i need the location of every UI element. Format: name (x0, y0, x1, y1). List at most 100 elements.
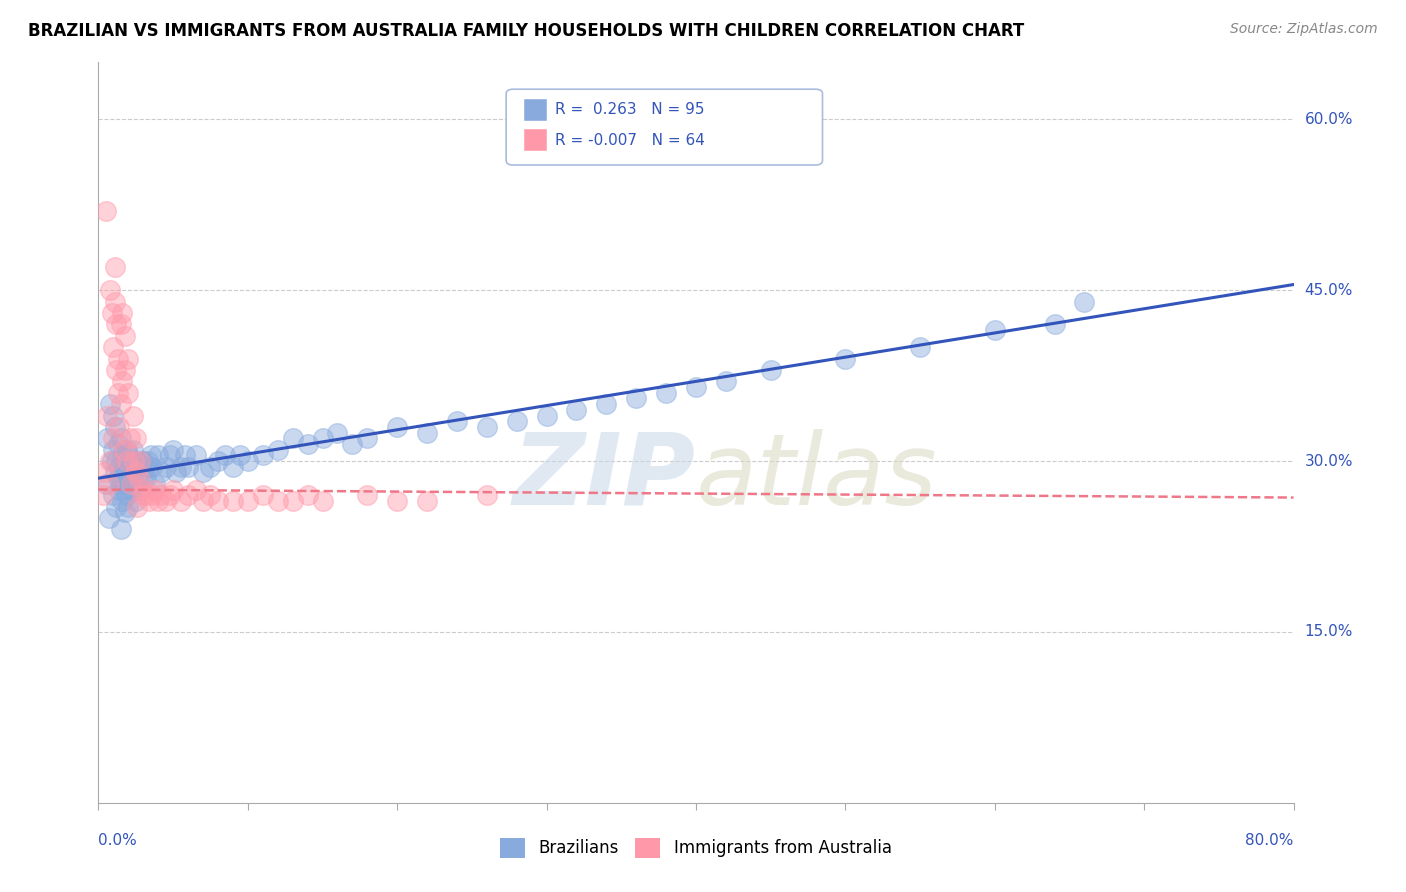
Text: R = -0.007   N = 64: R = -0.007 N = 64 (555, 133, 706, 147)
Point (342, 437, 364, 451)
Point (139, 449, 162, 463)
Point (141, 459, 163, 474)
Point (356, 488, 378, 502)
Point (110, 476, 132, 491)
Point (115, 442, 138, 457)
Point (174, 449, 197, 463)
Point (114, 459, 136, 474)
Point (121, 409, 143, 423)
Point (120, 476, 142, 491)
Text: 0.0%: 0.0% (98, 833, 138, 848)
Point (267, 494, 290, 508)
Point (177, 459, 200, 474)
Point (1073, 294, 1095, 309)
Point (110, 397, 132, 411)
Point (110, 431, 132, 445)
Point (326, 425, 349, 440)
Point (124, 483, 146, 497)
Point (169, 459, 191, 474)
Point (98, 283, 122, 297)
Point (121, 471, 143, 485)
Point (103, 340, 125, 354)
Point (103, 488, 125, 502)
Point (104, 420, 127, 434)
Point (131, 454, 153, 468)
Point (124, 454, 146, 468)
Point (222, 459, 245, 474)
Point (759, 363, 782, 377)
Point (107, 471, 129, 485)
Point (162, 483, 184, 497)
Point (191, 494, 214, 508)
Point (281, 431, 304, 445)
Point (200, 488, 222, 502)
Point (162, 442, 184, 457)
Point (138, 459, 160, 474)
Point (536, 409, 558, 423)
Point (134, 459, 156, 474)
Point (281, 494, 304, 508)
Point (159, 488, 181, 502)
Point (834, 351, 856, 366)
Point (107, 437, 129, 451)
Point (107, 385, 129, 400)
Point (114, 328, 136, 343)
Point (475, 420, 498, 434)
Point (110, 318, 132, 332)
Point (416, 494, 439, 508)
Point (101, 454, 124, 468)
Point (117, 500, 139, 514)
Point (150, 466, 173, 480)
Point (118, 454, 141, 468)
Point (112, 466, 135, 480)
Point (108, 459, 131, 474)
Point (108, 483, 131, 497)
Point (155, 494, 177, 508)
Point (446, 414, 468, 428)
Text: Source: ZipAtlas.com: Source: ZipAtlas.com (1230, 22, 1378, 37)
Point (118, 476, 141, 491)
Point (132, 471, 155, 485)
Point (94, 203, 117, 218)
Point (475, 488, 498, 502)
Point (236, 454, 259, 468)
Point (115, 488, 138, 502)
Point (114, 505, 136, 519)
Point (236, 494, 259, 508)
Text: ZIP: ZIP (513, 428, 696, 525)
Point (94, 476, 117, 491)
Point (129, 454, 152, 468)
Point (141, 488, 163, 502)
Point (229, 449, 252, 463)
Point (127, 471, 149, 485)
Point (177, 488, 200, 502)
Point (112, 483, 135, 497)
Text: 45.0%: 45.0% (1305, 283, 1353, 298)
Point (111, 494, 134, 508)
Point (105, 454, 128, 468)
Point (125, 466, 148, 480)
Point (97, 476, 120, 491)
Point (311, 431, 333, 445)
Point (111, 375, 134, 389)
Point (128, 459, 150, 474)
Point (1043, 318, 1066, 332)
Point (150, 488, 173, 502)
Point (111, 449, 134, 463)
Point (565, 402, 588, 417)
Point (117, 385, 139, 400)
Point (159, 449, 181, 463)
Point (200, 459, 222, 474)
Point (184, 449, 207, 463)
Point (103, 442, 125, 457)
Point (112, 442, 135, 457)
Point (506, 414, 529, 428)
Point (655, 385, 678, 400)
Point (98, 454, 122, 468)
Point (115, 454, 138, 468)
Point (117, 449, 139, 463)
Point (416, 425, 439, 440)
Point (103, 431, 125, 445)
Point (104, 466, 127, 480)
Point (121, 442, 143, 457)
